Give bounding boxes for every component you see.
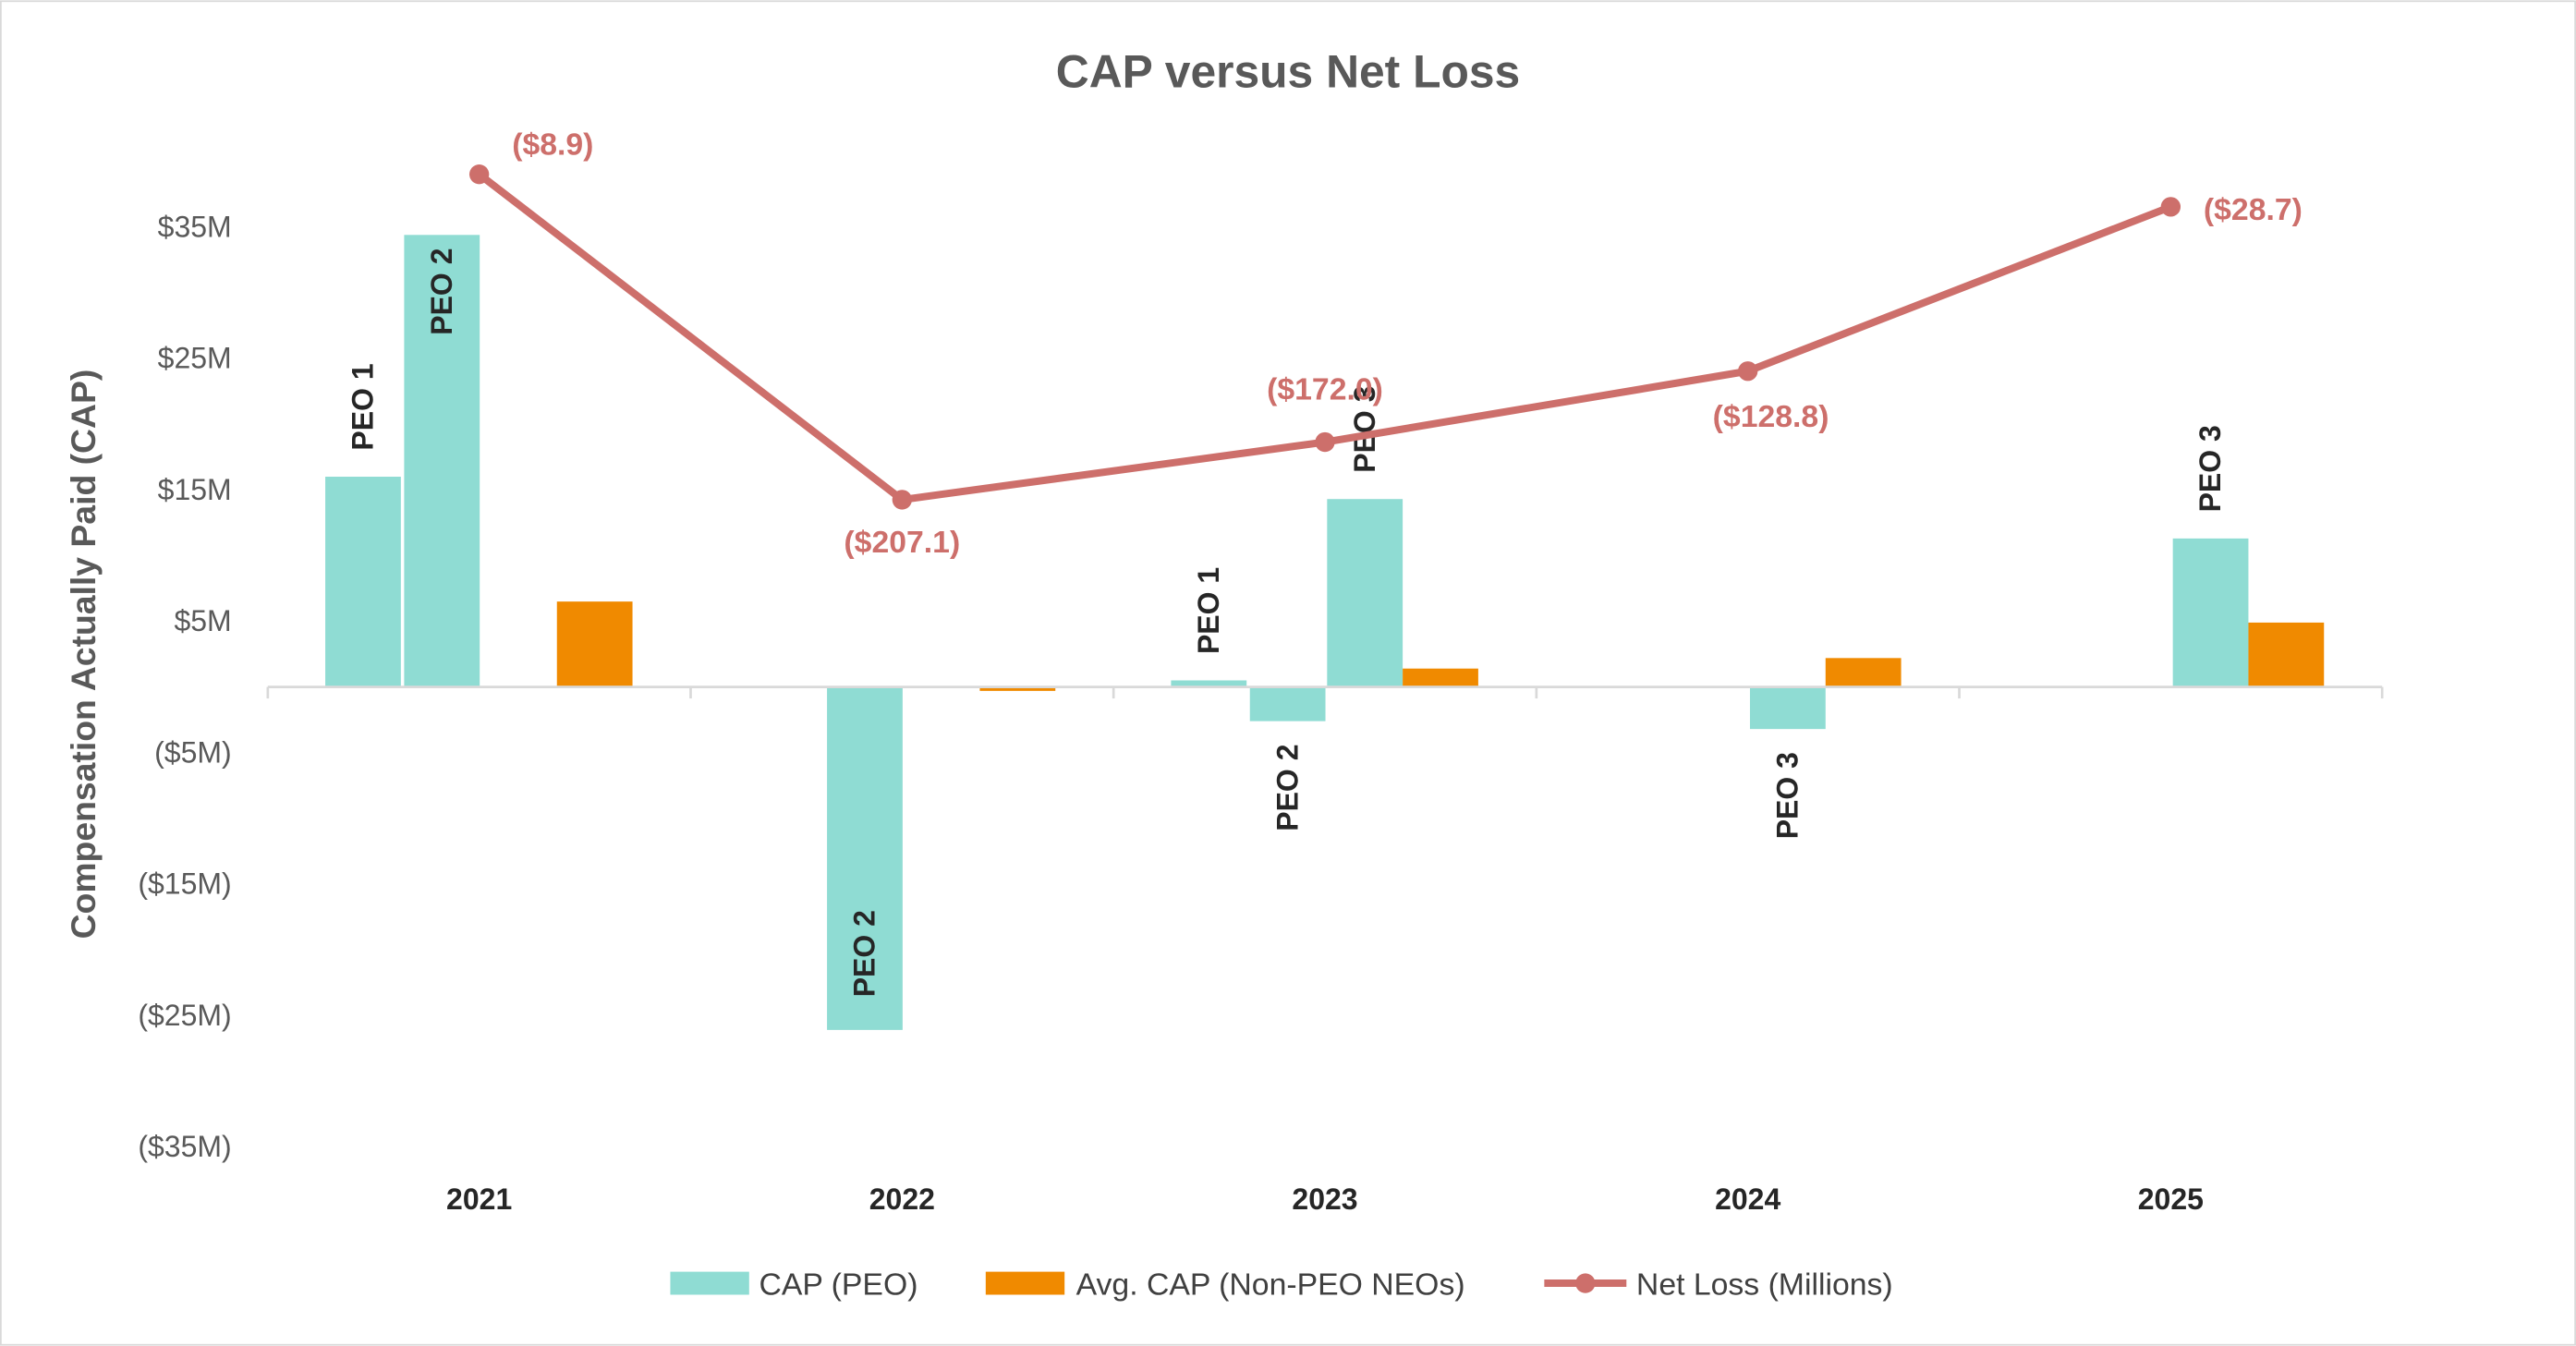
y-tick-label: ($5M) (154, 735, 232, 769)
net-loss-data-label: ($128.8) (1713, 399, 1829, 434)
peo-bar-label: PEO 3 (1771, 752, 1804, 839)
legend-label-cap-peo: CAP (PEO) (759, 1267, 917, 1302)
cap-peo-bar (827, 686, 903, 1030)
y-tick-label: ($35M) (138, 1130, 231, 1163)
legend-swatch-cap-peo (670, 1271, 749, 1295)
y-tick-label: $25M (158, 342, 232, 375)
peo-bar-label: PEO 1 (1192, 567, 1225, 654)
cap-peo-bar (1327, 499, 1403, 687)
y-axis-title: Compensation Actually Paid (CAP) (64, 370, 103, 940)
cap-peo-bar (1749, 686, 1826, 730)
x-tick-label: 2023 (1292, 1182, 1357, 1216)
net-loss-data-label: ($172.0) (1267, 371, 1383, 406)
y-tick-label: $5M (174, 604, 231, 637)
avg-cap-non-peo-bar (1403, 668, 1478, 687)
net-loss-data-label: ($28.7) (2204, 192, 2303, 227)
avg-cap-non-peo-bar (556, 601, 633, 687)
net-loss-data-label: ($207.1) (844, 525, 960, 560)
legend-label-net-loss: Net Loss (Millions) (1636, 1267, 1893, 1302)
net-loss-data-label: ($8.9) (512, 127, 593, 162)
net-loss-point (468, 164, 490, 185)
x-tick-label: 2022 (869, 1182, 935, 1216)
avg-cap-non-peo-bar (2248, 622, 2325, 687)
legend-label-avg-cap: Avg. CAP (Non-PEO NEOs) (1076, 1267, 1465, 1302)
y-tick-label: ($15M) (138, 867, 231, 901)
cap-peo-bar (2172, 538, 2249, 687)
legend-swatch-avg-cap (985, 1271, 1065, 1295)
net-loss-point (892, 490, 913, 510)
cap-peo-bar (325, 477, 401, 687)
net-loss-point (2160, 197, 2181, 217)
peo-bar-label: PEO 2 (1270, 744, 1304, 831)
cap-peo-bar (1171, 680, 1247, 687)
legend-marker-net-loss (1575, 1273, 1596, 1293)
cap-peo-bar (404, 235, 480, 687)
peo-bar-label: PEO 3 (1348, 385, 1381, 472)
x-tick-label: 2024 (1715, 1182, 1780, 1216)
y-tick-label: $35M (158, 210, 232, 243)
x-tick-label: 2025 (2138, 1182, 2204, 1216)
avg-cap-non-peo-bar (979, 686, 1056, 691)
avg-cap-non-peo-bar (1825, 658, 1902, 687)
cap-peo-bar (1249, 686, 1326, 722)
peo-bar-label: PEO 3 (2193, 425, 2227, 512)
net-loss-point (1315, 431, 1335, 453)
y-tick-label: $15M (158, 473, 232, 506)
x-tick-label: 2021 (446, 1182, 512, 1216)
peo-bar-label: PEO 2 (848, 910, 881, 997)
chart-title: CAP versus Net Loss (1056, 46, 1520, 98)
peo-bar-label: PEO 1 (346, 363, 380, 450)
net-loss-point (1738, 361, 1758, 382)
y-tick-label: ($25M) (138, 999, 231, 1032)
peo-bar-label: PEO 2 (425, 249, 458, 335)
